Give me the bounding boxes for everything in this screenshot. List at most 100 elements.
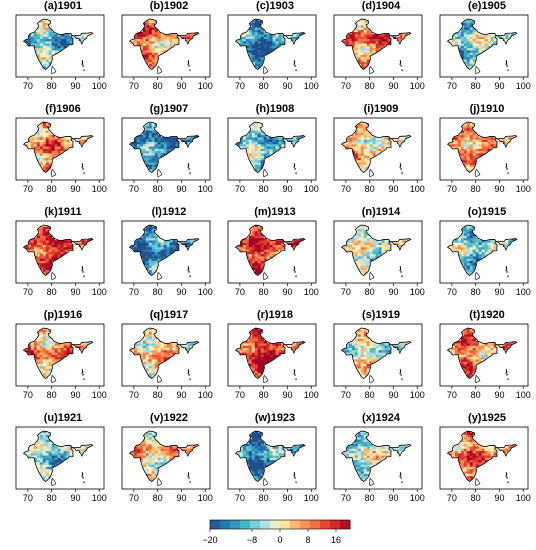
plot-frame [121, 14, 211, 78]
anomaly-cells [24, 328, 93, 378]
x-tick-label: 90 [494, 287, 504, 297]
map-plot: 70 80 90 100 [15, 323, 107, 400]
plot-frame [227, 117, 317, 181]
andaman-islands [399, 163, 403, 175]
colorbar-segment [240, 520, 251, 529]
plot-frame [333, 14, 423, 78]
map-panel: (t)1920 70 80 90 100 [434, 309, 536, 413]
india-outline [128, 224, 200, 277]
x-tick-label: 80 [153, 390, 163, 400]
india-outline [22, 224, 94, 277]
x-tick-label: 90 [70, 287, 80, 297]
panel-title: (y)1925 [468, 412, 506, 424]
x-tick-label: 100 [304, 493, 319, 503]
map-panel: (d)1904 70 80 90 100 [328, 0, 434, 104]
panel-title: (f)1906 [45, 103, 81, 115]
anomaly-cells [24, 19, 93, 69]
x-tick-label: 70 [235, 493, 245, 503]
sri-lanka-outline [156, 374, 163, 383]
colorbar-segment [340, 520, 351, 529]
india-outline [340, 121, 412, 174]
x-tick-label: 100 [198, 287, 213, 297]
x-tick-label: 70 [341, 184, 351, 194]
x-tick-label: 90 [282, 493, 292, 503]
x-tick-label: 80 [471, 184, 481, 194]
plot-frame [439, 426, 529, 490]
x-tick-label: 90 [282, 81, 292, 91]
x-tick-label: 70 [447, 184, 457, 194]
anomaly-cells [236, 225, 305, 275]
map-panel: (x)1924 70 80 90 100 [328, 412, 434, 516]
plot-frame [227, 14, 317, 78]
panel-title: (j)1910 [469, 103, 505, 115]
x-tick-label: 70 [129, 390, 139, 400]
andaman-islands [187, 369, 191, 381]
plot-frame [333, 117, 423, 181]
map-panel: (n)1914 70 80 90 100 [328, 206, 434, 310]
colorbar-segment [270, 520, 281, 529]
map-plot: 70 80 90 100 [121, 323, 213, 400]
anomaly-cells [236, 122, 305, 172]
panel-title: (u)1921 [43, 412, 83, 424]
panel-title: (l)1912 [151, 206, 187, 218]
andaman-islands [293, 369, 297, 381]
panel-title: (s)1919 [362, 309, 400, 321]
sri-lanka-outline [156, 168, 163, 177]
map-plot: 70 80 90 100 [439, 426, 531, 503]
x-tick-label: 100 [410, 390, 425, 400]
x-tick-label: 100 [92, 287, 107, 297]
map-plot: 70 80 90 100 [15, 426, 107, 503]
map-panel: (k)1911 70 80 90 100 [10, 206, 116, 310]
india-outline [234, 430, 306, 483]
plot-frame [333, 426, 423, 490]
colorbar-tick-label: 0 [277, 535, 283, 545]
panel-title: (r)1918 [256, 309, 294, 321]
sri-lanka-outline [368, 168, 375, 177]
panel-title: (v)1922 [150, 412, 188, 424]
colorbar-segment [310, 520, 321, 529]
sri-lanka-outline [50, 374, 57, 383]
india-outline [234, 18, 306, 71]
panel-title: (x)1924 [362, 412, 400, 424]
colorbar-segment [330, 520, 341, 529]
panel-title: (g)1907 [149, 103, 189, 115]
sri-lanka-outline [368, 477, 375, 486]
map-panel: (j)1910 70 80 90 100 [434, 103, 536, 207]
x-tick-label: 70 [447, 493, 457, 503]
sri-lanka-outline [156, 477, 163, 486]
map-plot: 70 80 90 100 [333, 426, 425, 503]
x-tick-label: 100 [410, 184, 425, 194]
sri-lanka-outline [262, 65, 269, 74]
sri-lanka-outline [474, 271, 481, 280]
map-plot: 70 80 90 100 [439, 117, 531, 194]
andaman-islands [399, 369, 403, 381]
anomaly-cells [342, 225, 411, 275]
colorbar-segment [280, 520, 291, 529]
plot-frame [15, 220, 105, 284]
colorbar-segment [260, 520, 271, 529]
x-tick-label: 100 [304, 287, 319, 297]
anomaly-cells [130, 431, 199, 481]
andaman-islands [81, 163, 85, 175]
anomaly-cells [342, 328, 411, 378]
map-panel: (q)1917 70 80 90 100 [116, 309, 222, 413]
panel-title: (w)1923 [254, 412, 296, 424]
x-tick-label: 80 [259, 287, 269, 297]
andaman-islands [293, 163, 297, 175]
x-tick-label: 100 [92, 81, 107, 91]
x-tick-label: 100 [410, 81, 425, 91]
map-plot: 70 80 90 100 [333, 117, 425, 194]
india-outline [340, 430, 412, 483]
map-panel: (i)1909 70 80 90 100 [328, 103, 434, 207]
x-tick-label: 80 [153, 493, 163, 503]
panel-title: (n)1914 [361, 206, 401, 218]
sri-lanka-outline [368, 65, 375, 74]
map-panel: (b)1902 70 80 90 100 [116, 0, 222, 104]
panel-title: (t)1920 [469, 309, 505, 321]
sri-lanka-outline [262, 374, 269, 383]
india-outline [446, 430, 518, 483]
colorbar-segment [250, 520, 261, 529]
andaman-islands [187, 163, 191, 175]
india-outline [446, 327, 518, 380]
x-tick-label: 80 [259, 81, 269, 91]
